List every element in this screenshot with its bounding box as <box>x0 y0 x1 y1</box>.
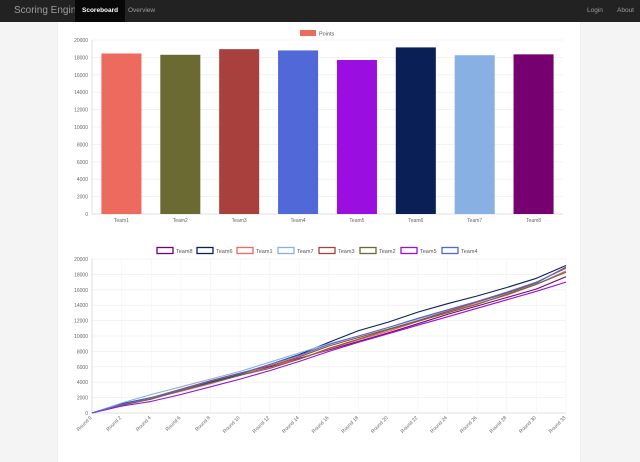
line-y-tick-label: 8000 <box>77 349 88 355</box>
bar-y-tick-label: 8000 <box>77 142 88 148</box>
line-legend-swatch <box>400 246 418 255</box>
line-y-tick-label: 18000 <box>74 272 88 278</box>
line-x-tick-label: Round 22 <box>400 415 420 435</box>
line-x-tick-label: Round 2 <box>105 415 123 433</box>
bar-x-tick-label: Team1 <box>114 218 129 224</box>
bar-y-tick-label: 0 <box>85 212 88 218</box>
line-x-tick-label: Round 12 <box>252 415 272 435</box>
line-legend-label: Team8 <box>176 249 193 255</box>
bar-x-tick-label: Team2 <box>173 218 188 224</box>
line-legend-label: Team3 <box>338 249 355 255</box>
line-y-tick-label: 12000 <box>74 319 88 325</box>
line-x-tick-label: Round 26 <box>459 415 479 435</box>
line-y-tick-label: 16000 <box>74 288 88 294</box>
line-legend-label: Team6 <box>216 249 233 255</box>
line-x-tick-label: Round 33 <box>548 415 568 435</box>
bar-x-tick-label: Team4 <box>291 218 306 224</box>
bar-x-tick-label: Team6 <box>408 218 423 224</box>
line-x-tick-label: Round 14 <box>281 415 301 435</box>
line-x-tick-label: Round 4 <box>135 415 153 433</box>
line-legend-swatch <box>318 246 336 255</box>
line-legend-swatch <box>277 246 295 255</box>
bar-team6 <box>395 47 436 214</box>
line-x-tick-label: Round 16 <box>311 415 331 435</box>
bar-team7 <box>454 55 495 214</box>
line-series-team2 <box>91 271 567 414</box>
line-y-tick-label: 6000 <box>77 365 88 371</box>
line-y-tick-label: 10000 <box>74 334 88 340</box>
bar-y-tick-label: 6000 <box>77 160 88 166</box>
bar-legend-swatch <box>300 30 316 36</box>
line-x-tick-label: Round 0 <box>76 415 94 433</box>
line-legend-swatch <box>441 246 459 255</box>
line-legend-swatch <box>236 246 254 255</box>
line-x-tick-label: Round 30 <box>518 415 538 435</box>
line-y-tick-label: 20000 <box>74 257 88 263</box>
bar-team4 <box>278 50 319 214</box>
line-series-team5 <box>91 281 567 414</box>
bar-y-tick-label: 2000 <box>77 195 88 201</box>
bar-team5 <box>336 60 377 215</box>
line-x-tick-label: Round 18 <box>340 415 360 435</box>
bar-team2 <box>160 54 201 214</box>
tab-scoreboard[interactable]: Scoreboard <box>75 0 126 22</box>
bar-x-tick-label: Team3 <box>232 218 247 224</box>
bar-team3 <box>219 49 260 215</box>
nav-login[interactable]: Login <box>587 7 603 14</box>
line-legend-label: Team7 <box>297 249 314 255</box>
line-x-tick-label: Round 10 <box>222 415 242 435</box>
bar-y-tick-label: 12000 <box>74 108 88 114</box>
bar-x-tick-label: Team5 <box>349 218 364 224</box>
line-legend-swatch <box>359 246 377 255</box>
bar-y-tick-label: 4000 <box>77 177 88 183</box>
top-navbar: Scoring Engine Scoreboard Overview Login… <box>0 0 640 22</box>
line-legend-label: Team1 <box>256 249 273 255</box>
line-x-tick-label: Round 6 <box>165 415 183 433</box>
line-y-tick-label: 4000 <box>77 380 88 386</box>
brand-link[interactable]: Scoring Engine <box>14 5 82 16</box>
bar-x-tick-label: Team7 <box>467 218 482 224</box>
line-series-team4 <box>91 267 567 414</box>
line-legend-label: Team2 <box>379 249 396 255</box>
line-y-tick-label: 0 <box>85 411 88 417</box>
line-legend-label: Team4 <box>461 249 478 255</box>
nav-about[interactable]: About <box>617 7 634 14</box>
bar-y-tick-label: 10000 <box>74 125 88 131</box>
bar-team8 <box>513 54 554 215</box>
line-legend-swatch <box>196 246 214 255</box>
line-legend-label: Team5 <box>420 249 437 255</box>
bar-y-tick-label: 16000 <box>74 73 88 79</box>
bar-team1 <box>101 53 142 214</box>
bar-legend-label: Points <box>319 32 335 38</box>
line-x-tick-label: Round 20 <box>370 415 390 435</box>
line-x-tick-label: Round 24 <box>429 415 449 435</box>
bar-y-tick-label: 14000 <box>74 90 88 96</box>
bar-y-tick-label: 18000 <box>74 55 88 61</box>
line-x-tick-label: Round 8 <box>194 415 212 433</box>
line-y-tick-label: 14000 <box>74 303 88 309</box>
line-x-tick-label: Round 28 <box>489 415 509 435</box>
tab-overview[interactable]: Overview <box>128 7 156 14</box>
line-legend-swatch <box>156 246 174 255</box>
line-y-tick-label: 2000 <box>77 396 88 402</box>
bar-x-tick-label: Team8 <box>526 218 541 224</box>
bar-y-tick-label: 20000 <box>74 38 88 44</box>
